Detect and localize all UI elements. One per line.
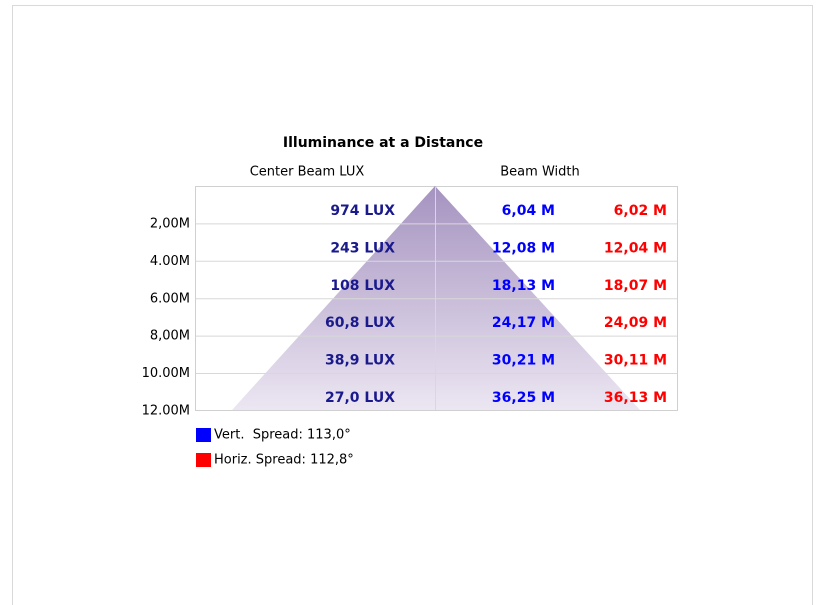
vert-width: 30,21 M — [492, 353, 555, 369]
lux: 974 LUX — [330, 203, 395, 219]
distance: 10.00M — [142, 366, 190, 381]
distance: 6.00M — [150, 291, 190, 306]
vert-width: 12,08 M — [492, 240, 555, 256]
lux-header: Center Beam LUX — [250, 165, 365, 180]
legend-label: Horiz. Spread: 112,8° — [214, 453, 354, 468]
distance: 8,00M — [150, 329, 190, 344]
vert-width: 6,04 M — [502, 203, 555, 219]
distance: 4.00M — [150, 254, 190, 269]
legend-swatch — [196, 428, 211, 442]
distance: 12.00M — [142, 404, 190, 419]
horiz-width: 12,04 M — [604, 240, 667, 256]
horiz-width: 6,02 M — [614, 203, 667, 219]
legend-swatch — [196, 453, 211, 467]
legend-label: Vert. Spread: 113,0° — [214, 428, 351, 443]
vert-width: 24,17 M — [492, 315, 555, 331]
lux: 38,9 LUX — [325, 353, 395, 369]
width-header: Beam Width — [500, 165, 579, 180]
lux: 27,0 LUX — [325, 390, 395, 406]
lux: 243 LUX — [330, 240, 395, 256]
horiz-width: 18,07 M — [604, 278, 667, 294]
horiz-width: 36,13 M — [604, 390, 667, 406]
title: Illuminance at a Distance — [283, 135, 483, 151]
lux: 60,8 LUX — [325, 315, 395, 331]
horiz-width: 24,09 M — [604, 315, 667, 331]
lux: 108 LUX — [330, 278, 395, 294]
vert-width: 36,25 M — [492, 390, 555, 406]
vert-width: 18,13 M — [492, 278, 555, 294]
distance: 2,00M — [150, 217, 190, 232]
horiz-width: 30,11 M — [604, 353, 667, 369]
